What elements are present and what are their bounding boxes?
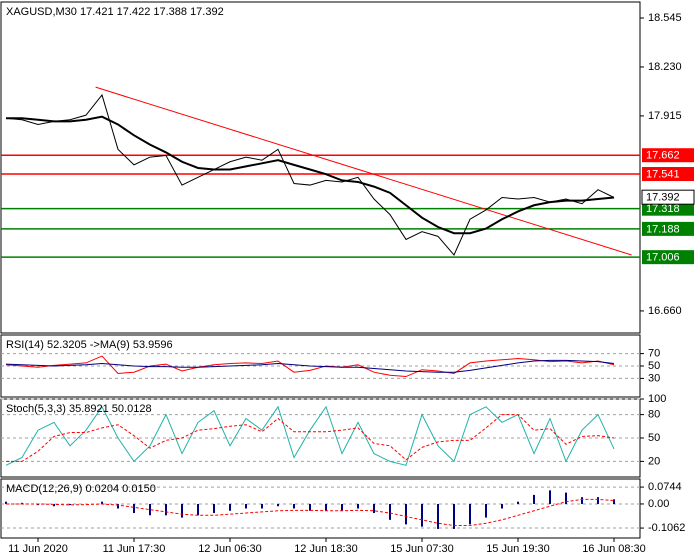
y-tick-label: 50 — [648, 360, 660, 372]
series-line — [5, 405, 615, 466]
y-tick-label: 100 — [648, 393, 666, 405]
level-label: 17.318 — [646, 203, 680, 215]
level-label-box — [642, 221, 694, 236]
trend-line — [95, 86, 632, 256]
x-tick-label: 11 Jun 17:30 — [103, 543, 166, 555]
x-tick-label: 16 Jun 08:30 — [582, 543, 646, 555]
y-tick-label: 0.00 — [648, 498, 669, 510]
y-tick-label: 70 — [648, 348, 660, 360]
pane-title: RSI(14) 52.3205 ->MA(9) 53.9596 — [6, 339, 173, 351]
pane — [0, 334, 641, 398]
y-tick-label: 16.660 — [648, 305, 682, 317]
y-tick-label: 50 — [648, 432, 660, 444]
x-tick-label: 12 Jun 06:30 — [198, 543, 262, 555]
y-tick-label: 0.0744 — [648, 481, 682, 493]
pane-title: MACD(12,26,9) 0.0204 0.0150 — [6, 483, 156, 495]
y-tick-label: 18.230 — [648, 61, 682, 73]
price-marker-label: 17.392 — [646, 192, 680, 204]
y-tick-label: -0.1062 — [648, 522, 685, 534]
y-tick-label: 80 — [648, 409, 660, 421]
x-tick-label: 11 Jun 2020 — [8, 543, 68, 555]
pane-title: XAGUSD,M30 17.421 17.422 17.388 17.392 — [6, 6, 224, 18]
y-tick-label: 30 — [648, 372, 660, 384]
level-label: 17.188 — [646, 223, 680, 235]
series-line — [6, 414, 615, 462]
series-line — [5, 93, 615, 256]
x-tick-label: 15 Jun 07:30 — [390, 543, 454, 555]
level-label-box — [642, 148, 694, 163]
x-tick-label: 15 Jun 19:30 — [486, 543, 550, 555]
y-tick-label: 18.545 — [648, 12, 682, 24]
level-label-box — [642, 250, 694, 265]
pane-title: Stoch(5,3,3) 35.8921 50.0128 — [6, 403, 152, 415]
level-label: 17.541 — [646, 168, 680, 180]
series-line — [6, 498, 615, 527]
pane — [0, 1, 641, 334]
price-marker-box — [641, 189, 695, 205]
series-line — [5, 359, 615, 373]
series-line — [6, 115, 615, 235]
y-tick-label: 17.915 — [648, 110, 682, 122]
level-label-box — [642, 201, 694, 216]
level-label-box — [642, 167, 694, 182]
level-label: 17.662 — [646, 150, 680, 162]
level-label: 17.006 — [646, 252, 680, 264]
x-tick-label: 12 Jun 18:30 — [294, 543, 358, 555]
y-tick-label: 20 — [648, 455, 660, 467]
series-line — [5, 355, 615, 378]
